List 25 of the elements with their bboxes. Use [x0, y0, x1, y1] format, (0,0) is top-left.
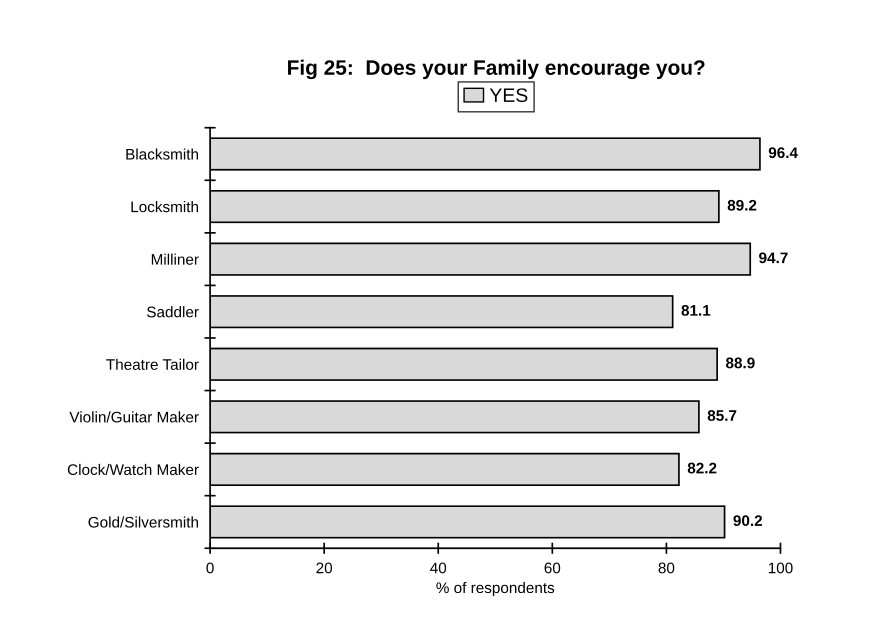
data-label: 89.2	[728, 200, 756, 211]
y-tick-label: Violin/Guitar Maker	[69, 411, 199, 423]
x-tick-label: 100	[768, 562, 793, 574]
chart-title: Fig 25: Does your Family encourage you?	[288, 60, 705, 80]
y-tick-label: Gold/Silversmith	[88, 516, 198, 528]
y-tick-label: Saddler	[147, 306, 199, 318]
data-label: 85.7	[708, 410, 736, 421]
data-label: 88.9	[726, 358, 755, 368]
data-label: 96.4	[768, 147, 798, 158]
y-tick-label: Milliner	[152, 254, 199, 265]
y-tick-label: Clock/Watch Maker	[68, 464, 199, 476]
y-tick-label: Blacksmith	[126, 148, 198, 160]
data-label: 81.1	[681, 304, 710, 316]
data-label: 94.7	[759, 252, 788, 264]
data-label: 82.2	[688, 462, 716, 474]
x-tick-label: 20	[316, 562, 332, 574]
x-axis-title: % of respondents	[436, 582, 554, 596]
x-tick-label: 80	[658, 562, 674, 574]
x-tick-label: 60	[544, 562, 560, 574]
x-tick-label: 40	[430, 562, 446, 574]
x-tick-label: 0	[206, 562, 214, 574]
data-label: 90.2	[733, 515, 762, 526]
y-tick-label: Theatre Tailor	[106, 358, 199, 370]
y-tick-label: Locksmith	[131, 201, 198, 212]
legend-label: YES	[490, 88, 528, 102]
